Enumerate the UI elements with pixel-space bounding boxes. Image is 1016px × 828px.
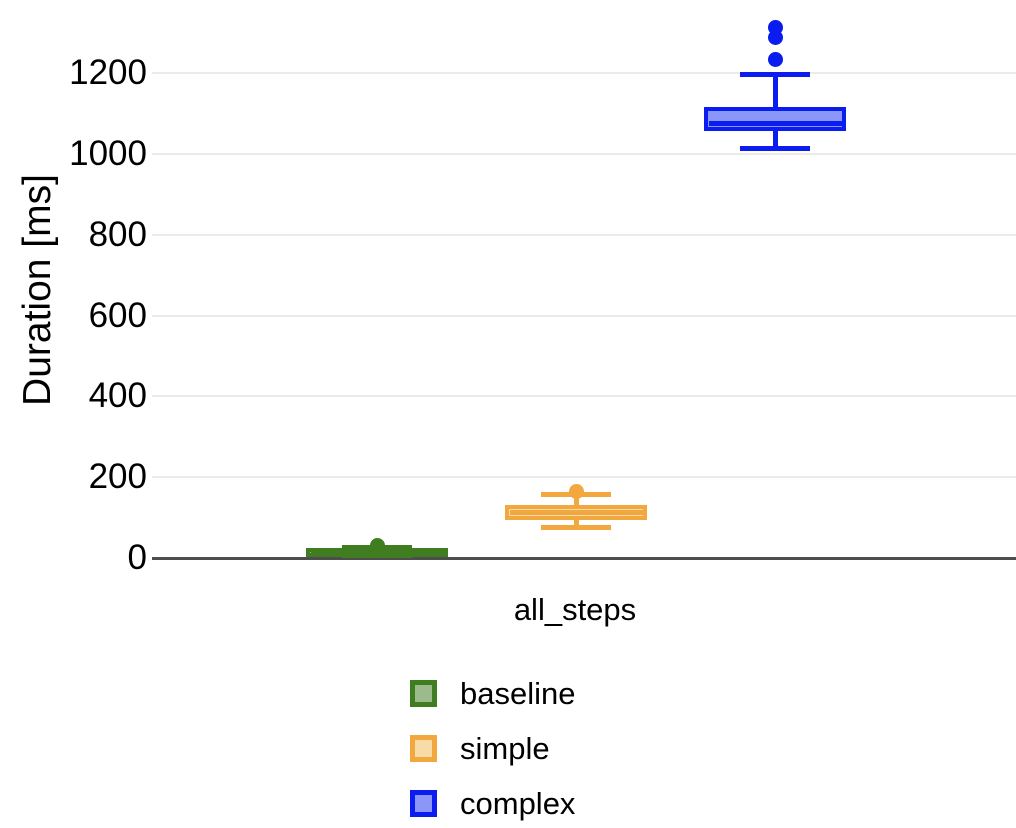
gridline-400 (152, 395, 1016, 398)
gridline-600 (152, 314, 1016, 317)
legend-swatch-simple (410, 735, 437, 762)
whisker-cap-min-simple (541, 525, 611, 531)
gridline-200 (152, 476, 1016, 479)
y-tick-label-0: 0 (127, 538, 147, 577)
whisker-upper-simple (573, 494, 579, 506)
y-tick-label-1000: 1000 (69, 133, 147, 173)
whisker-upper-complex (772, 74, 778, 108)
legend: baseline simple complex (410, 678, 575, 828)
y-tick-label-800: 800 (88, 214, 147, 254)
legend-swatch-complex (410, 790, 437, 817)
outlier-complex-0 (767, 52, 783, 68)
y-tick-label-600: 600 (88, 295, 147, 335)
box-complex (704, 107, 846, 132)
whisker-lower-complex (772, 131, 778, 149)
legend-label-simple: simple (460, 731, 550, 766)
median-simple (509, 510, 643, 516)
gridline-1200 (152, 72, 1016, 74)
legend-label-complex: complex (460, 786, 576, 821)
gridline-800 (152, 233, 1016, 236)
y-axis-label: Duration [ms] (16, 174, 59, 406)
y-tick-label-1200: 1200 (69, 53, 147, 92)
x-axis-line (152, 557, 1016, 560)
legend-label-baseline: baseline (460, 676, 576, 711)
median-complex (708, 121, 842, 127)
whisker-cap-max-complex (740, 71, 810, 77)
y-tick-label-400: 400 (88, 376, 147, 416)
whisker-cap-min-complex (740, 146, 810, 152)
whisker-lower-simple (573, 520, 579, 528)
legend-swatch-baseline (410, 680, 437, 707)
outlier-baseline-0 (369, 537, 385, 553)
outlier-simple-0 (568, 483, 584, 499)
legend-item-simple: simple (410, 733, 575, 764)
legend-item-baseline: baseline (410, 678, 575, 709)
y-tick-label-200: 200 (88, 457, 147, 497)
outlier-complex-2 (767, 20, 783, 36)
x-category-label: all_steps (513, 592, 637, 627)
legend-item-complex: complex (410, 788, 575, 819)
gridline-1000 (152, 152, 1016, 155)
